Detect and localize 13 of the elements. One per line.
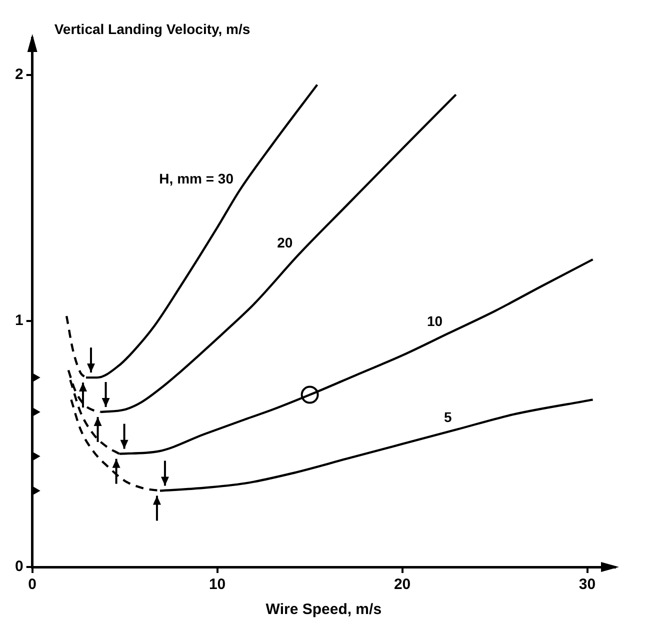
y-axis-title: Vertical Landing Velocity, m/s [54, 20, 250, 37]
x-tick-label: 30 [578, 576, 596, 594]
series-label: 20 [277, 234, 293, 250]
x-tick-label: 10 [208, 576, 226, 594]
series-label: 10 [426, 313, 443, 330]
x-tick-label: 20 [394, 576, 411, 594]
y-tick-label: 0 [15, 558, 24, 576]
x-tick-label: 0 [28, 576, 37, 594]
x-axis-title: Wire Speed, m/s [266, 601, 382, 618]
y-tick-label: 1 [15, 312, 24, 330]
series-label: H, mm = 30 [159, 170, 234, 186]
series-label: 5 [444, 409, 452, 426]
y-tick-label: 2 [15, 66, 24, 84]
